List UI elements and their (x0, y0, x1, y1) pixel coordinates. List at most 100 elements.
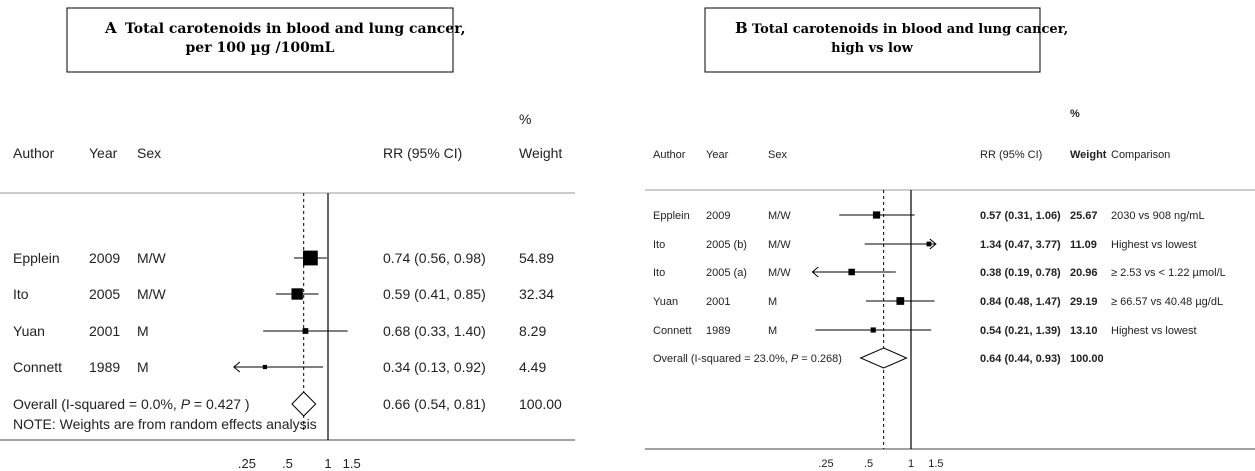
panel-a-study-rr: 0.68 (0.33, 1.40) (383, 323, 486, 339)
panel-b-title-box (704, 7, 1041, 73)
panel-b-study-year: 2005 (b) (706, 239, 747, 251)
panel-a-study-sex: M (137, 323, 149, 339)
panel-a-header-weight-percent: % (519, 111, 531, 127)
panel-b-study-sex: M/W (768, 267, 791, 279)
panel-a-overall-label: Overall (I-squared = 0.0%, P = 0.427 ) (13, 396, 250, 412)
panel-b-title-line2: high vs low (831, 41, 913, 56)
panel-b-study-year: 2009 (706, 210, 730, 222)
panel-a-study-author: Yuan (13, 323, 45, 339)
panel-b-overall-label: Overall (I-squared = 23.0%, P = 0.268) (653, 353, 842, 365)
panel-b-x-tick-label: 1.5 (928, 458, 943, 470)
panel-b-study-comparison: ≥ 2.53 vs < 1.22 µmol/L (1111, 267, 1226, 279)
panel-a-x-tick-label: .5 (282, 456, 293, 471)
panel-b-study-weight: 20.96 (1070, 267, 1098, 279)
panel-b-x-tick-label: 1 (908, 458, 914, 470)
panel-b-x-tick-label: .25 (818, 458, 833, 470)
panel-a: A Total carotenoids in blood and lung ca… (0, 7, 575, 471)
panel-a-header-author: Author (13, 145, 55, 161)
panel-b-study-sex: M (768, 296, 777, 308)
panel-b-header-comparison: Comparison (1111, 149, 1170, 161)
panel-a-header-year: Year (89, 145, 118, 161)
panel-b-study-year: 2001 (706, 296, 730, 308)
panel-b-study-rr: 1.34 (0.47, 3.77) (980, 239, 1061, 251)
panel-b-study-sex: M (768, 325, 777, 337)
panel-a-header-sex: Sex (137, 145, 161, 161)
panel-b-header-weight-percent: % (1070, 108, 1080, 120)
panel-a-x-tick-label: 1.5 (343, 456, 361, 471)
panel-b-ci-arrow-left (811, 266, 819, 278)
panel-a-study-sex: M/W (137, 250, 167, 266)
panel-b-study-weight: 11.09 (1070, 239, 1097, 251)
panel-a-study-weight: 8.29 (519, 323, 546, 339)
panel-b-study-author: Ito (653, 239, 665, 251)
panel-a-study-weight: 54.89 (519, 250, 554, 266)
panel-b-study-comparison: 2030 vs 908 ng/mL (1111, 210, 1205, 222)
panel-a-study-author: Ito (13, 286, 29, 302)
panel-b-point-estimate-dot (874, 213, 879, 217)
panel-a-plot-area: .25 .5 1 1.5 (233, 193, 361, 471)
panel-b-header-sex: Sex (768, 149, 787, 161)
panel-b: B Total carotenoids in blood and lung ca… (645, 7, 1255, 470)
panel-b-header-weight: Weight (1070, 149, 1107, 161)
panel-a-header-rr: RR (95% CI) (383, 145, 462, 161)
panel-a-study-weight: 4.49 (519, 359, 546, 375)
panel-a-study-sex: M/W (137, 286, 167, 302)
panel-a-study-weight: 32.34 (519, 286, 554, 302)
panel-a-title-line1: Total carotenoids in blood and lung canc… (125, 21, 465, 37)
panel-b-point-estimate-dot (871, 328, 875, 332)
panel-a-point-estimate-dot (295, 292, 299, 296)
panel-b-study-comparison: Highest vs lowest (1111, 239, 1197, 251)
panel-a-x-tick-label: 1 (324, 456, 331, 471)
panel-b-study-author: Connett (653, 325, 692, 337)
panel-a-rows: Epplein 2009 M/W 0.74 (0.56, 0.98) 54.89 Ito 2… (13, 250, 562, 412)
panel-a-study-rr: 0.59 (0.41, 0.85) (383, 286, 486, 302)
panel-b-study-author: Epplein (653, 210, 690, 222)
panel-a-label: A (104, 19, 117, 37)
panel-b-label: B (735, 19, 748, 37)
panel-b-title-line1: Total carotenoids in blood and lung canc… (752, 22, 1068, 37)
panel-a-study-author: Epplein (13, 250, 60, 266)
panel-b-study-sex: M/W (768, 210, 791, 222)
panel-b-overall-rr: 0.64 (0.44, 0.93) (980, 353, 1061, 365)
panel-a-ci-arrow-left (233, 361, 241, 373)
panel-b-overall-diamond (859, 347, 908, 369)
panel-b-study-year: 2005 (a) (706, 267, 747, 279)
panel-b-study-year: 1989 (706, 325, 730, 337)
panel-b-study-weight: 29.19 (1070, 296, 1098, 308)
panel-a-overall-rr: 0.66 (0.54, 0.81) (383, 396, 486, 412)
panel-a-x-tick-label: .25 (238, 456, 256, 471)
panel-a-study-year: 2009 (89, 250, 120, 266)
panel-b-study-comparison: ≥ 66.57 vs 40.48 µg/dL (1111, 296, 1223, 308)
panel-a-study-author: Connett (13, 359, 62, 375)
panel-b-study-weight: 25.67 (1070, 210, 1098, 222)
panel-a-header-weight: Weight (519, 145, 562, 161)
panel-a-overall-weight: 100.00 (519, 396, 562, 412)
panel-b-study-weight: 13.10 (1070, 325, 1098, 337)
panel-b-study-rr: 0.84 (0.48, 1.47) (980, 296, 1061, 308)
panel-a-study-year: 2005 (89, 286, 120, 302)
panel-b-study-author: Yuan (653, 296, 678, 308)
panel-b-rows: Epplein 2009 M/W 0.57 (0.31, 1.06) 25.67 2030… (653, 210, 1226, 365)
panel-b-study-rr: 0.54 (0.21, 1.39) (980, 325, 1061, 337)
panel-a-study-sex: M (137, 359, 149, 375)
panel-b-study-author: Ito (653, 267, 665, 279)
panel-a-title-line2: per 100 µg /100mL (186, 40, 335, 56)
panel-b-plot-area: .25 .5 1 1.5 (811, 190, 944, 470)
panel-b-x-tick-label: .5 (864, 458, 873, 470)
panel-a-point-estimate-dot (308, 256, 312, 260)
panel-b-point-estimate-dot (850, 270, 854, 274)
panel-a-study-rr: 0.74 (0.56, 0.98) (383, 250, 486, 266)
panel-b-study-sex: M/W (768, 239, 791, 251)
panel-a-overall-diamond (291, 391, 317, 417)
panel-a-point-estimate-dot (263, 365, 267, 369)
panel-a-point-estimate-dot (303, 329, 308, 333)
panel-a-title-box (66, 7, 454, 73)
panel-b-header-rr: RR (95% CI) (980, 149, 1042, 161)
panel-b-point-estimate-dot (898, 299, 902, 303)
panel-b-study-rr: 0.57 (0.31, 1.06) (980, 210, 1061, 222)
panel-a-study-year: 2001 (89, 323, 120, 339)
panel-a-study-rr: 0.34 (0.13, 0.92) (383, 359, 486, 375)
panel-b-study-comparison: Highest vs lowest (1111, 325, 1197, 337)
panel-b-header-year: Year (706, 149, 729, 161)
